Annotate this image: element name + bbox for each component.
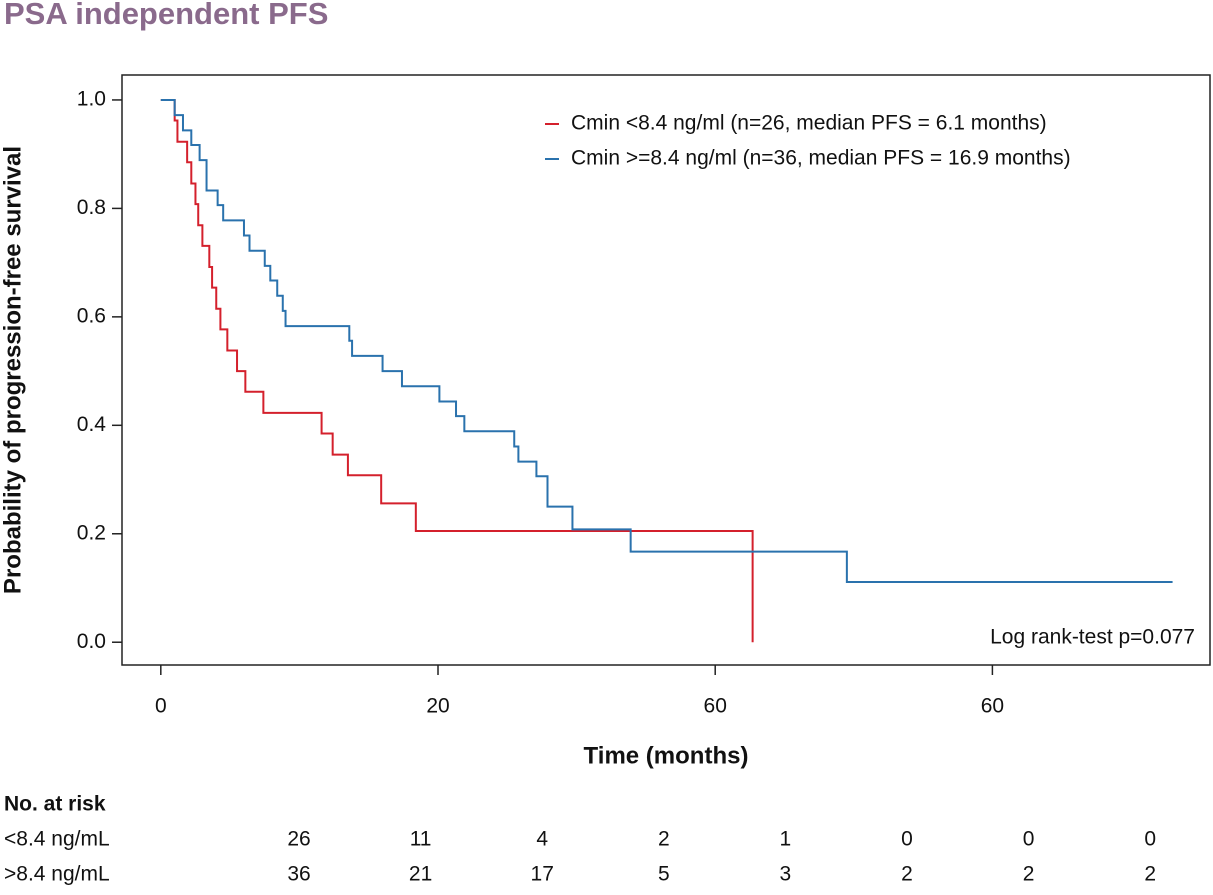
x-axis-label: Time (months) xyxy=(584,742,749,769)
plot-frame xyxy=(121,74,1211,666)
y-axis-label: Probability of progression-free survival xyxy=(0,146,26,594)
risk-count: 3 xyxy=(780,863,792,886)
risk-count: 17 xyxy=(531,863,554,886)
risk-row-label: >8.4 ng/mL xyxy=(4,863,110,886)
risk-count: 36 xyxy=(287,863,310,886)
y-tick-label: 0.4 xyxy=(77,413,107,436)
risk-count: 0 xyxy=(1144,828,1156,851)
x-tick-label: 60 xyxy=(981,695,1004,718)
survival-curve xyxy=(160,98,754,643)
risk-count: 2 xyxy=(658,828,670,851)
risk-count: 2 xyxy=(901,863,913,886)
risk-count: 4 xyxy=(536,828,548,851)
risk-count: 2 xyxy=(1023,863,1035,886)
risk-count: 21 xyxy=(409,863,432,886)
y-tick-label: 0.2 xyxy=(77,521,106,544)
risk-table-title: No. at risk xyxy=(4,793,106,816)
y-tick-label: 0.0 xyxy=(77,630,106,653)
chart-title: PSA independent PFS xyxy=(4,0,328,31)
x-tick-label: 0 xyxy=(155,695,167,718)
y-tick-label: 1.0 xyxy=(77,87,106,110)
y-tick-label: 0.6 xyxy=(77,304,106,327)
y-tick-label: 0.8 xyxy=(77,196,106,219)
risk-row-label: <8.4 ng/mL xyxy=(4,828,110,851)
legend-label: Cmin >=8.4 ng/ml (n=36, median PFS = 16.… xyxy=(571,147,1071,170)
risk-count: 2 xyxy=(1144,863,1156,886)
risk-count: 5 xyxy=(658,863,670,886)
risk-count: 1 xyxy=(780,828,792,851)
risk-count: 11 xyxy=(410,828,432,851)
risk-count: 0 xyxy=(1023,828,1035,851)
x-tick-label: 60 xyxy=(704,695,727,718)
legend-label: Cmin <8.4 ng/ml (n=26, median PFS = 6.1 … xyxy=(571,112,1047,135)
risk-count: 0 xyxy=(901,828,913,851)
risk-count: 26 xyxy=(287,828,310,851)
survival-curve xyxy=(160,98,1173,584)
x-tick-label: 20 xyxy=(426,695,449,718)
annotation: Log rank-test p=0.077 xyxy=(990,626,1195,649)
